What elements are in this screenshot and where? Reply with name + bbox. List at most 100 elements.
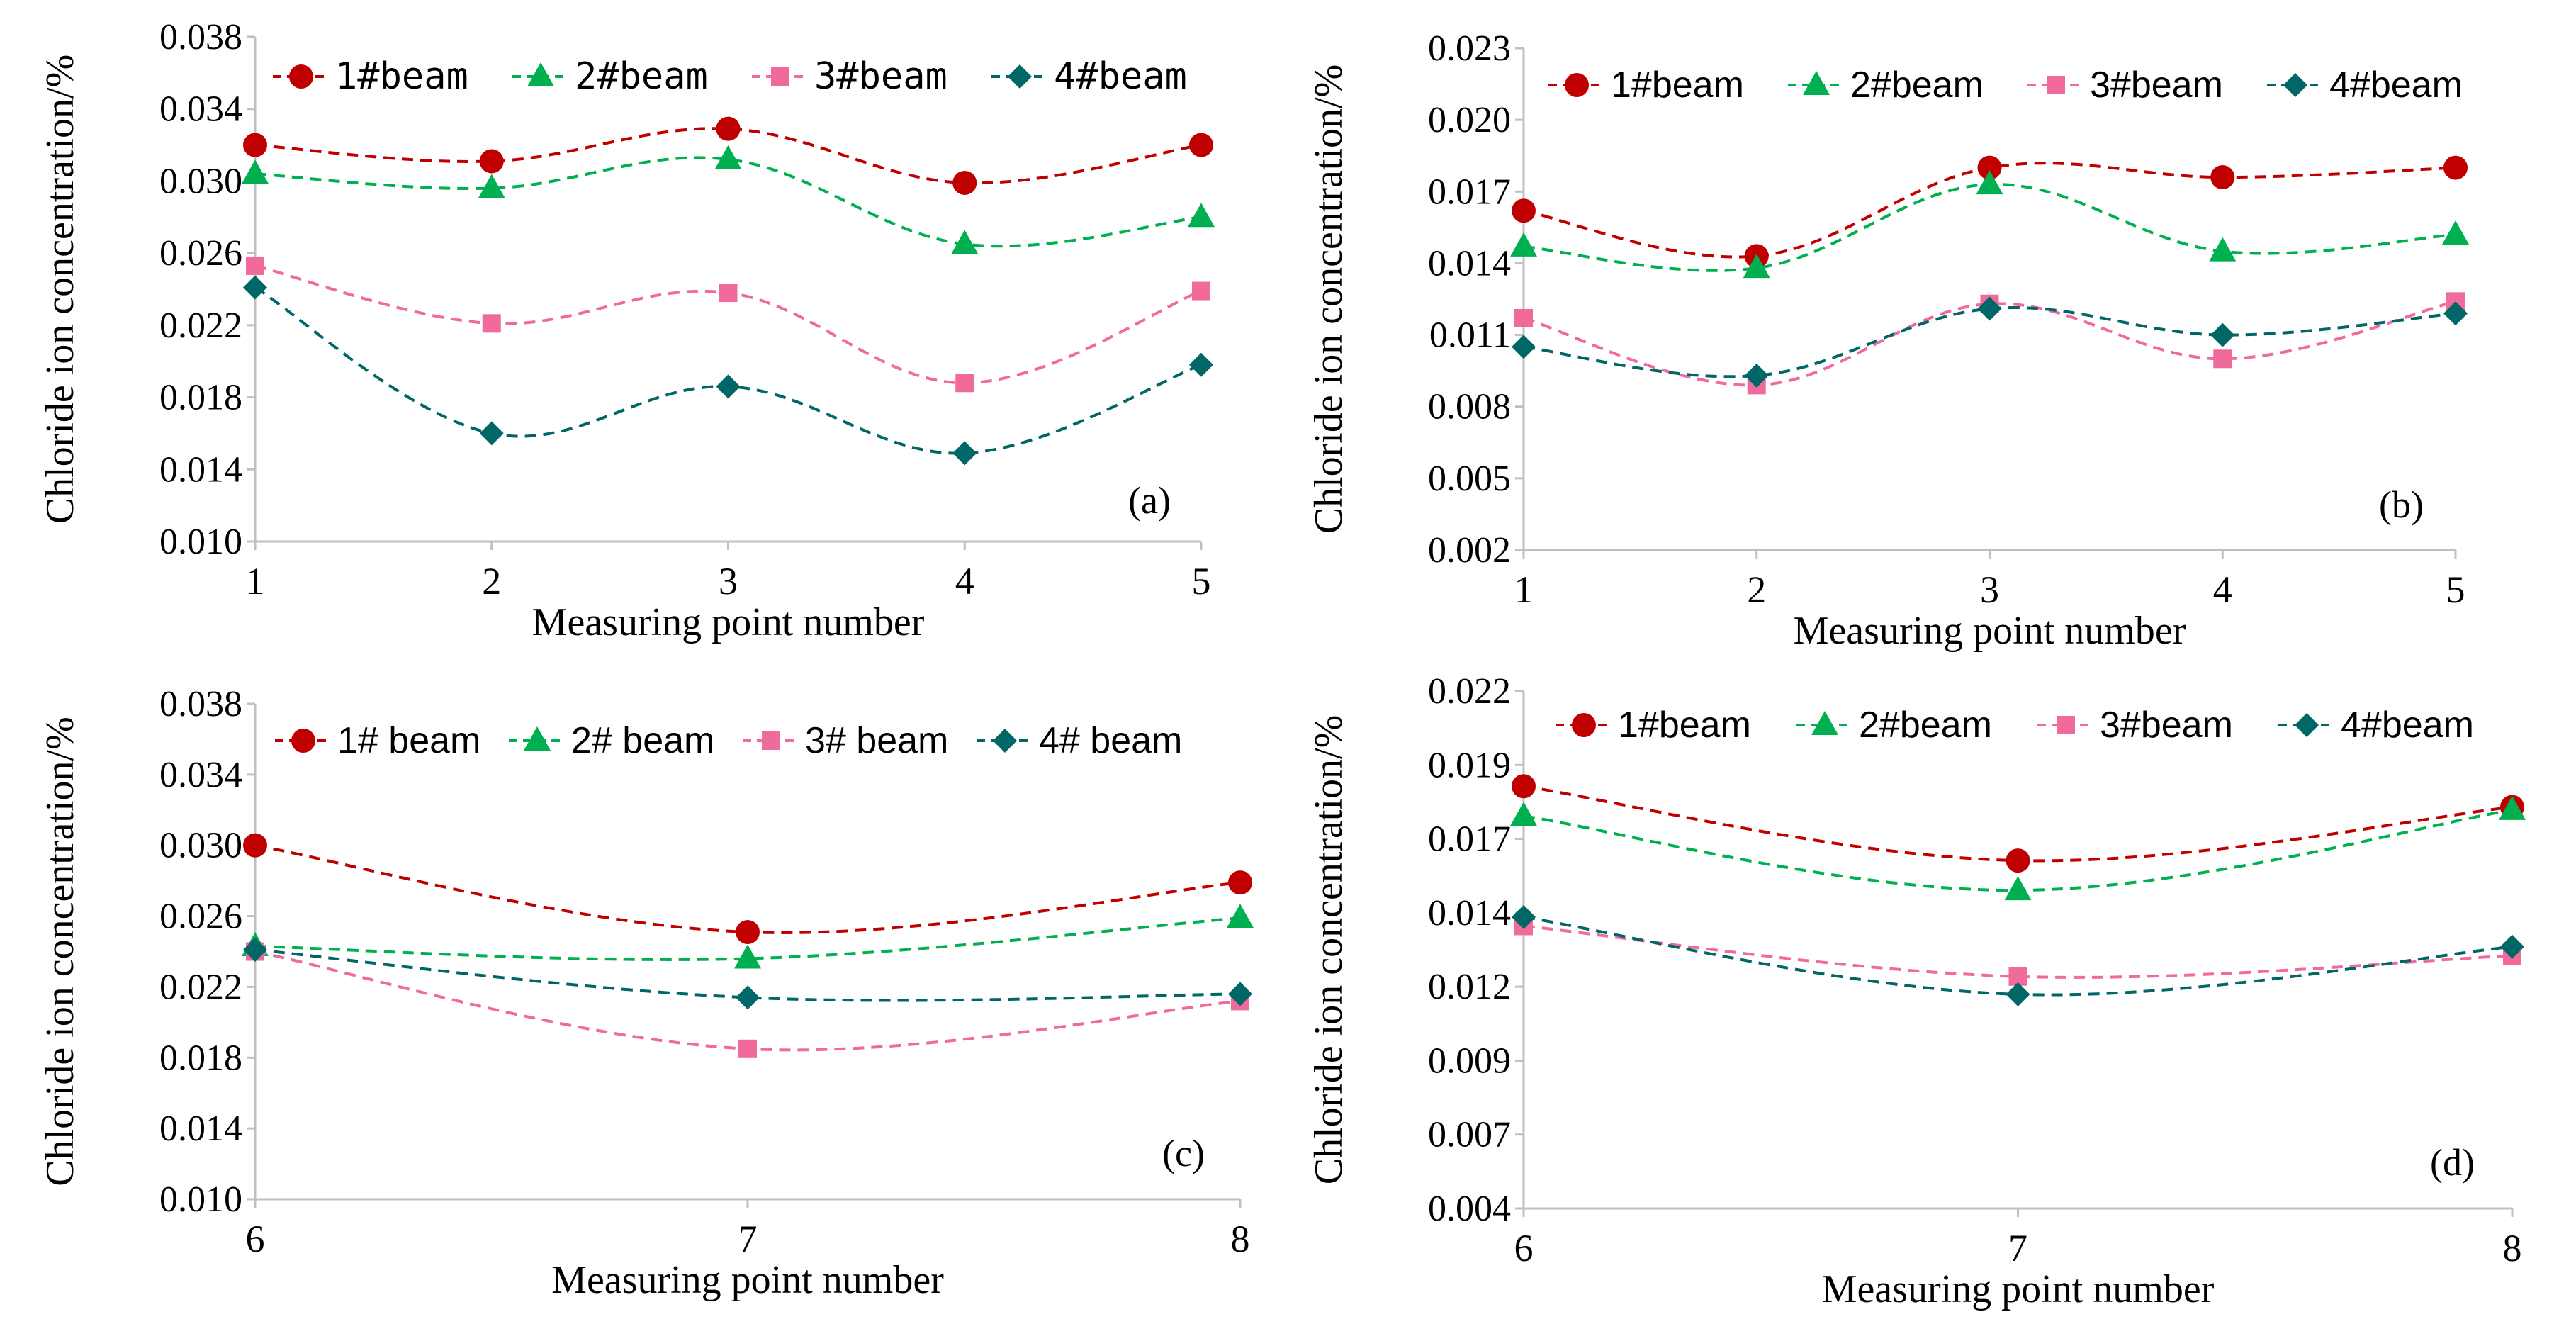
legend-item: 3#beam bbox=[752, 55, 947, 98]
legend-item: 2#beam bbox=[1796, 705, 1992, 746]
y-tick-label: 0.018 bbox=[159, 1038, 242, 1078]
data-point bbox=[2004, 876, 2032, 901]
legend-item: 2#beam bbox=[512, 55, 708, 98]
x-axis-title: Measuring point number bbox=[1794, 609, 2186, 653]
y-tick-label: 0.026 bbox=[159, 233, 242, 274]
legend-item: 2# beam bbox=[509, 720, 714, 761]
legend-label: 3#beam bbox=[2100, 705, 2233, 746]
legend-marker bbox=[289, 64, 313, 89]
data-point bbox=[1512, 335, 1536, 359]
legend-item: 4#beam bbox=[2278, 705, 2474, 746]
x-tick-label: 7 bbox=[738, 1218, 758, 1260]
data-point bbox=[738, 1039, 757, 1058]
legend-item: 3#beam bbox=[2027, 64, 2223, 106]
y-axis-title: Chloride ion concentration/% bbox=[38, 55, 82, 524]
legend-item: 1#beam bbox=[1548, 64, 1744, 106]
data-point bbox=[2443, 155, 2468, 180]
data-point bbox=[1512, 198, 1536, 223]
legend-label: 2#beam bbox=[1850, 64, 1984, 106]
y-axis-title: Chloride ion concentration/% bbox=[1307, 715, 1351, 1184]
chart-panel-2: 0.002 0.005 0.008 0.011 0.014 0.017 0.020 0.023… bbox=[1307, 28, 2469, 653]
legend-label: 1# beam bbox=[337, 720, 480, 761]
y-tick-label: 0.023 bbox=[1428, 28, 1511, 69]
series-line bbox=[254, 286, 1202, 455]
y-tick-label: 0.008 bbox=[1428, 387, 1511, 427]
data-point bbox=[716, 116, 741, 141]
legend-label: 1#beam bbox=[1611, 64, 1744, 106]
y-tick-label: 0.022 bbox=[1428, 671, 1511, 712]
y-axis-title: Chloride ion concentration/% bbox=[38, 717, 82, 1186]
x-axis-title: Measuring point number bbox=[1822, 1267, 2215, 1311]
y-tick-label: 0.034 bbox=[159, 755, 242, 795]
data-point bbox=[1977, 155, 2002, 180]
legend-marker bbox=[2283, 73, 2307, 97]
data-point bbox=[2210, 322, 2235, 347]
y-tick-label: 0.026 bbox=[159, 897, 242, 937]
data-point bbox=[1510, 232, 1537, 257]
series-3-beam bbox=[246, 256, 1210, 393]
legend-marker bbox=[1811, 711, 1838, 735]
x-tick-label: 2 bbox=[1747, 568, 1766, 611]
data-point bbox=[478, 174, 505, 198]
legend-item: 1# beam bbox=[275, 720, 480, 761]
data-point bbox=[1977, 296, 2002, 321]
x-tick-label: 3 bbox=[1980, 568, 1999, 611]
legend: 1# beam 2# beam 3# beam 4# beam bbox=[275, 720, 1182, 761]
data-point bbox=[734, 944, 761, 969]
y-tick-label: 0.014 bbox=[159, 1109, 242, 1149]
x-tick-label: 6 bbox=[246, 1218, 265, 1260]
data-point bbox=[479, 421, 504, 446]
chart-panel-1: 0.010 0.014 0.018 0.022 0.026 0.030 0.034 0.038… bbox=[38, 17, 1215, 644]
series-2-beam bbox=[242, 145, 1215, 254]
x-tick-label: 1 bbox=[246, 560, 265, 602]
series-line bbox=[254, 156, 1202, 248]
x-tick-label: 5 bbox=[2446, 568, 2465, 611]
data-point bbox=[1227, 904, 1254, 928]
panel-label: (b) bbox=[2379, 483, 2424, 526]
y-tick-label: 0.010 bbox=[159, 522, 242, 562]
series-1-beam bbox=[1512, 774, 2524, 873]
chart-panel-3: 0.010 0.014 0.018 0.022 0.026 0.030 0.034 0.038… bbox=[38, 684, 1254, 1302]
legend-label: 4# beam bbox=[1039, 720, 1182, 761]
data-point bbox=[242, 159, 269, 184]
data-point bbox=[2443, 301, 2468, 326]
y-tick-label: 0.005 bbox=[1428, 459, 1511, 499]
data-point bbox=[1512, 774, 1536, 799]
legend-marker bbox=[762, 731, 780, 750]
y-tick-label: 0.014 bbox=[159, 449, 242, 490]
x-tick-label: 8 bbox=[2503, 1227, 2522, 1269]
y-tick-label: 0.022 bbox=[159, 305, 242, 346]
y-tick-label: 0.004 bbox=[1428, 1189, 1511, 1229]
data-point bbox=[2213, 349, 2232, 369]
data-point bbox=[1514, 308, 1533, 327]
legend-label: 2# beam bbox=[571, 720, 714, 761]
series-4-beam bbox=[1512, 296, 2468, 388]
data-point bbox=[952, 441, 977, 466]
data-point bbox=[736, 920, 760, 945]
y-tick-label: 0.009 bbox=[1428, 1040, 1511, 1081]
legend-item: 1#beam bbox=[273, 55, 468, 98]
legend-label: 4#beam bbox=[1054, 55, 1187, 98]
series-line bbox=[254, 264, 1202, 385]
data-point bbox=[1192, 281, 1210, 301]
y-tick-label: 0.011 bbox=[1429, 315, 1511, 356]
legend-marker bbox=[2057, 716, 2075, 734]
panel-label: (d) bbox=[2430, 1141, 2475, 1184]
series-2-beam bbox=[1510, 795, 2526, 901]
legend-item: 3#beam bbox=[2037, 705, 2233, 746]
y-tick-label: 0.019 bbox=[1428, 745, 1511, 785]
series-1-beam bbox=[243, 833, 1252, 945]
data-point bbox=[246, 256, 264, 275]
data-point bbox=[952, 170, 977, 195]
series-1-beam bbox=[1512, 155, 2468, 269]
x-tick-label: 6 bbox=[1514, 1227, 1534, 1269]
y-tick-label: 0.017 bbox=[1428, 819, 1511, 860]
legend-label: 2#beam bbox=[1859, 705, 1992, 746]
x-tick-label: 5 bbox=[1192, 560, 1211, 602]
data-point bbox=[1228, 982, 1252, 1006]
data-point bbox=[1743, 254, 1770, 279]
legend-marker bbox=[2047, 76, 2065, 94]
data-point bbox=[243, 275, 267, 300]
x-tick-label: 3 bbox=[719, 560, 738, 602]
